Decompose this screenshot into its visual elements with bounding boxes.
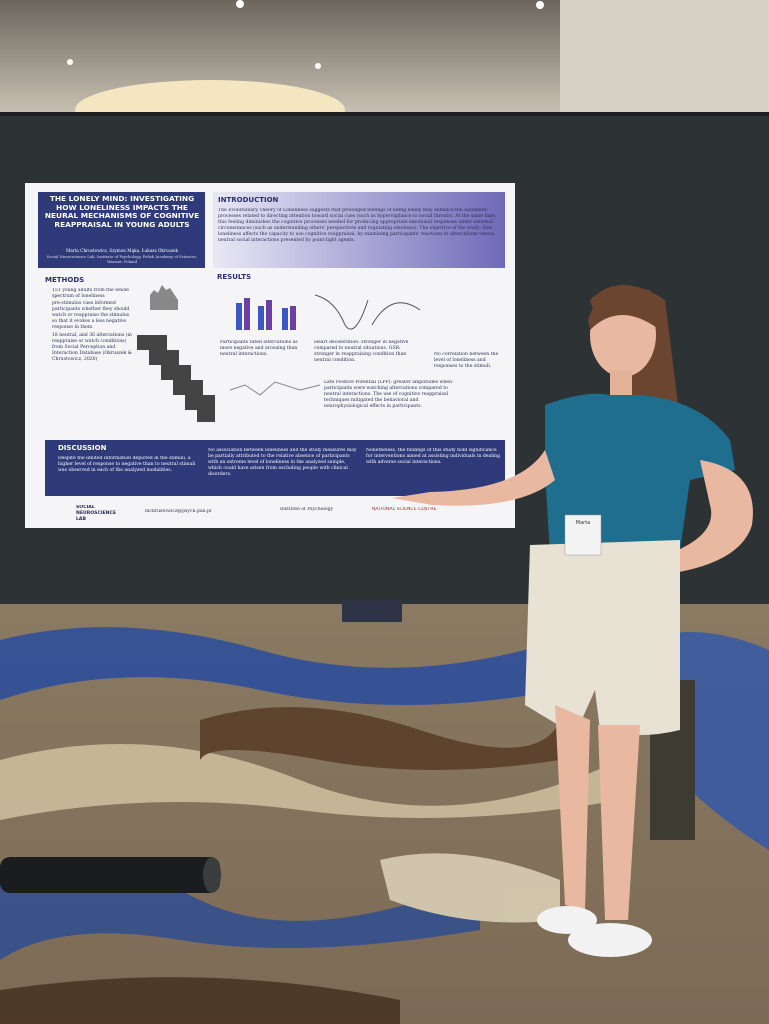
- results-lpp: Late Positive Potential (LPP): greater a…: [324, 380, 453, 409]
- results-correlation: No correlation between the level of lone…: [434, 352, 499, 369]
- footer-funder: NATIONAL SCIENCE CENTRE: [372, 507, 437, 512]
- intro-text: The Evolutionary Theory of Loneliness su…: [218, 208, 497, 243]
- person-legs: [342, 600, 402, 622]
- poster-title: THE LONELY MIND: INVESTIGATING HOW LONEL…: [44, 195, 200, 229]
- methods-item: pre-stimulus cues informed participants …: [52, 301, 135, 331]
- poster-affiliation: Social Neuroscience Lab, Institute of Ps…: [46, 254, 198, 264]
- discussion-text: Nonetheless, the findings of this study …: [366, 448, 501, 465]
- results-heading: RESULTS: [217, 273, 252, 281]
- methods-list: 151 young adults from the whole spectrum…: [45, 288, 135, 438]
- methods-item: 151 young adults from the whole spectrum…: [52, 288, 135, 300]
- name-badge: Marta: [575, 520, 591, 526]
- title-box: [38, 192, 205, 268]
- presenter: [392, 285, 753, 957]
- results-ratings: Participants rated altercations as more …: [220, 340, 298, 357]
- discussion-box: [45, 440, 505, 496]
- poster-tube: [0, 857, 220, 893]
- footer-email: mchrustowicz@psych.pan.pl: [145, 509, 212, 514]
- tube-cap: [203, 857, 221, 893]
- footer-lab: SOCIAL NEUROSCIENCE LAB: [76, 505, 117, 522]
- poster-authors: Marta Chrustowicz, Szymon Mąka, Łukasz O…: [65, 248, 179, 253]
- lamp: [315, 63, 321, 69]
- wall: [560, 0, 769, 115]
- results-heart: Heart deceleration: stronger in negative…: [314, 340, 409, 363]
- intro-heading: INTRODUCTION: [218, 196, 279, 204]
- lamp: [236, 0, 244, 8]
- methods-item: 18 neutral, and 36 altercations (in reap…: [52, 333, 135, 363]
- discussion-heading: DISCUSSION: [58, 444, 107, 452]
- footer-institute: Institute of Psychology: [280, 507, 334, 512]
- result-figures: [137, 285, 421, 422]
- discussion-text: Despite the limited information depicted…: [58, 456, 196, 473]
- lamp: [67, 59, 73, 65]
- methods-heading: METHODS: [45, 276, 85, 284]
- intro-box: [213, 192, 505, 268]
- lamp: [536, 1, 544, 9]
- board-edge: [0, 112, 769, 116]
- discussion-text: No association between loneliness and th…: [208, 448, 357, 477]
